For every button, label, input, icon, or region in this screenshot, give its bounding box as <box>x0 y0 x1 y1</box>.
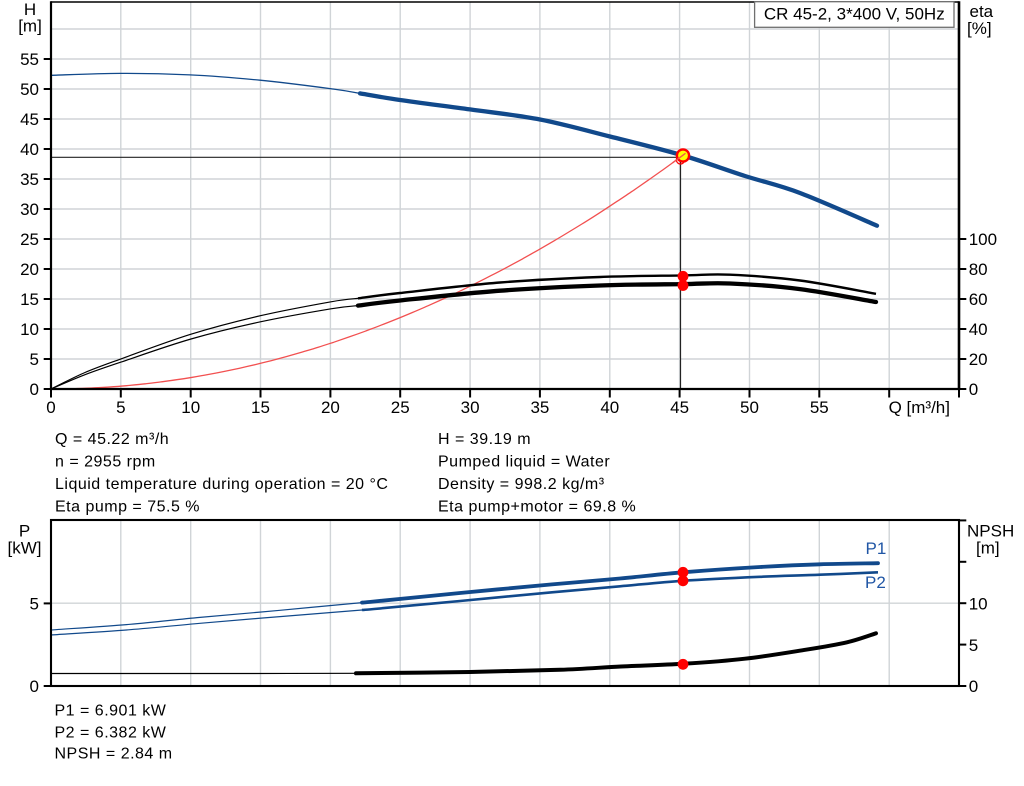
svg-text:P2: P2 <box>865 573 886 592</box>
svg-text:0: 0 <box>969 380 978 399</box>
svg-text:H: H <box>24 0 36 19</box>
svg-text:100: 100 <box>969 230 997 249</box>
svg-text:n = 2955 rpm: n = 2955 rpm <box>55 453 156 470</box>
svg-text:40: 40 <box>600 398 619 417</box>
svg-text:50: 50 <box>20 80 39 99</box>
svg-text:5: 5 <box>116 398 125 417</box>
svg-text:45: 45 <box>670 398 689 417</box>
svg-text:5: 5 <box>969 636 978 655</box>
svg-text:45: 45 <box>20 110 39 129</box>
svg-text:25: 25 <box>20 230 39 249</box>
svg-text:80: 80 <box>969 260 988 279</box>
svg-text:[m]: [m] <box>18 17 42 36</box>
svg-text:55: 55 <box>20 50 39 69</box>
svg-text:5: 5 <box>30 350 39 369</box>
svg-text:Eta pump+motor = 69.8 %: Eta pump+motor = 69.8 % <box>438 498 636 515</box>
svg-text:50: 50 <box>740 398 759 417</box>
svg-text:Density = 998.2 kg/m³: Density = 998.2 kg/m³ <box>438 476 605 493</box>
svg-text:40: 40 <box>969 320 988 339</box>
svg-text:Pumped liquid = Water: Pumped liquid = Water <box>438 453 610 470</box>
svg-text:P: P <box>19 522 30 541</box>
svg-text:[m]: [m] <box>976 539 1000 558</box>
svg-text:Q = 45.22 m³/h: Q = 45.22 m³/h <box>55 431 169 448</box>
svg-text:CR 45-2, 3*400 V, 50Hz: CR 45-2, 3*400 V, 50Hz <box>764 4 945 23</box>
svg-text:30: 30 <box>20 200 39 219</box>
svg-text:20: 20 <box>969 350 988 369</box>
svg-text:20: 20 <box>321 398 340 417</box>
svg-text:15: 15 <box>251 398 270 417</box>
svg-text:Liquid temperature during oper: Liquid temperature during operation = 20… <box>55 476 388 493</box>
svg-text:P1: P1 <box>866 539 887 558</box>
svg-text:eta: eta <box>970 2 994 21</box>
svg-text:55: 55 <box>810 398 829 417</box>
svg-text:0: 0 <box>30 380 39 399</box>
svg-text:60: 60 <box>969 290 988 309</box>
svg-text:40: 40 <box>20 140 39 159</box>
svg-text:10: 10 <box>181 398 200 417</box>
svg-text:H = 39.19 m: H = 39.19 m <box>438 431 531 448</box>
svg-text:0: 0 <box>30 677 39 696</box>
svg-text:0: 0 <box>969 677 978 696</box>
svg-text:Q [m³/h]: Q [m³/h] <box>889 398 950 417</box>
svg-text:10: 10 <box>20 320 39 339</box>
svg-text:P1 = 6.901 kW: P1 = 6.901 kW <box>55 702 167 719</box>
svg-text:0: 0 <box>46 398 55 417</box>
svg-text:35: 35 <box>530 398 549 417</box>
svg-text:[kW]: [kW] <box>8 539 42 558</box>
svg-text:35: 35 <box>20 170 39 189</box>
svg-text:P2 = 6.382 kW: P2 = 6.382 kW <box>55 724 167 741</box>
svg-text:10: 10 <box>969 594 988 613</box>
svg-text:20: 20 <box>20 260 39 279</box>
svg-text:NPSH = 2.84 m: NPSH = 2.84 m <box>55 746 173 763</box>
svg-text:Eta pump = 75.5 %: Eta pump = 75.5 % <box>55 498 200 515</box>
svg-text:25: 25 <box>391 398 410 417</box>
svg-text:NPSH: NPSH <box>967 522 1014 541</box>
svg-text:[%]: [%] <box>967 19 992 38</box>
svg-text:5: 5 <box>30 595 39 614</box>
svg-text:30: 30 <box>461 398 480 417</box>
svg-text:15: 15 <box>20 290 39 309</box>
